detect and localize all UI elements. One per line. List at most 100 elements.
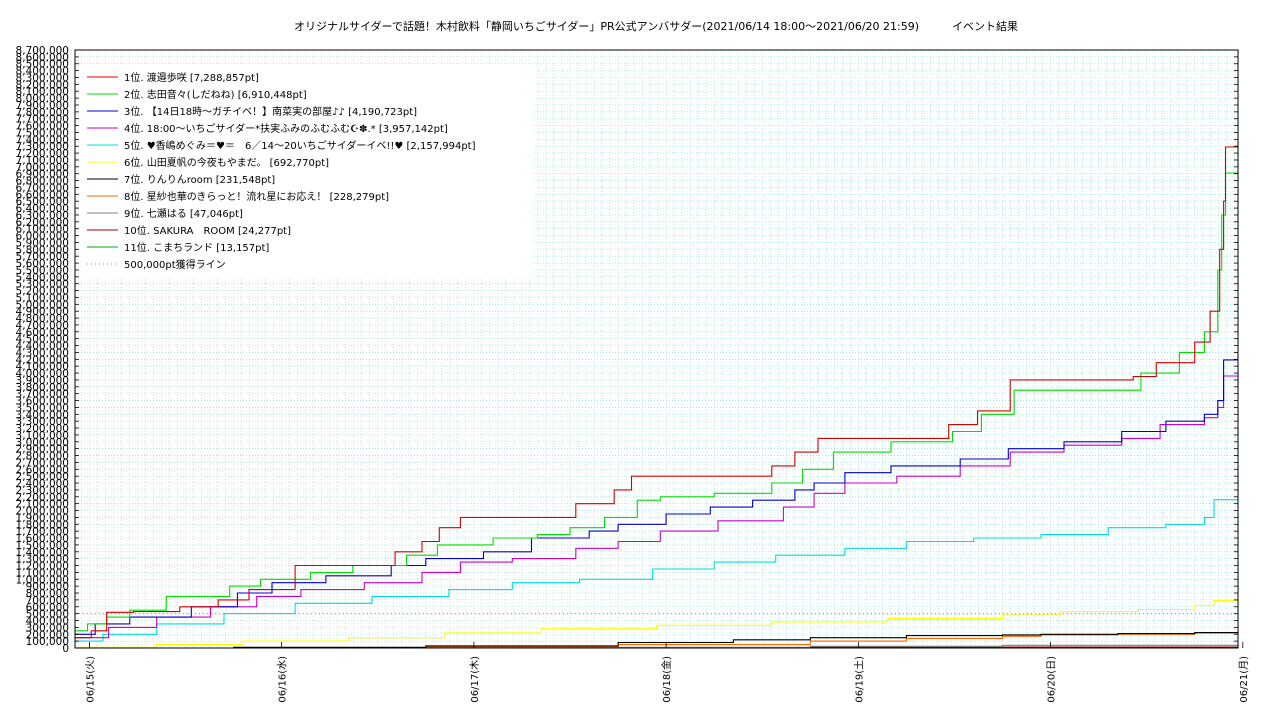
y-tick-label: 7,300,000 — [16, 141, 69, 153]
y-tick-label: 1,900,000 — [16, 512, 69, 524]
y-tick-label: 7,000,000 — [16, 162, 69, 174]
y-tick-label: 7,600,000 — [16, 121, 69, 133]
y-tick-label: 6,800,000 — [16, 176, 69, 188]
y-tick-label: 2,200,000 — [16, 492, 69, 504]
y-tick-label: 6,000,000 — [16, 231, 69, 243]
y-tick-label: 3,300,000 — [16, 416, 69, 428]
y-tick-label: 8,400,000 — [16, 66, 69, 78]
x-tick-label: 06/20(日) — [1047, 656, 1058, 703]
y-tick-label: 1,600,000 — [16, 533, 69, 545]
legend-label-12: 500,000pt獲得ライン — [124, 258, 226, 271]
y-tick-label: 2,400,000 — [16, 478, 69, 490]
y-tick-label: 7,800,000 — [16, 107, 69, 119]
series-line-7 — [75, 631, 1239, 649]
y-tick-label: 4,900,000 — [16, 306, 69, 318]
y-tick-label: 3,600,000 — [16, 396, 69, 408]
y-tick-label: 1,300,000 — [16, 554, 69, 566]
y-tick-label: 100,000 — [26, 636, 69, 648]
y-tick-label: 5,100,000 — [16, 292, 69, 304]
y-tick-label: 5,500,000 — [16, 265, 69, 277]
y-tick-label: 5,600,000 — [16, 258, 69, 270]
series-line-4 — [75, 375, 1238, 639]
plot-frame — [74, 49, 1239, 649]
y-tick-label: 7,500,000 — [16, 127, 69, 139]
y-tick-label: 2,700,000 — [16, 457, 69, 469]
legend-label-1: 1位. 渡邉歩咲 [7,288,857pt] — [124, 71, 259, 84]
y-tick-label: 8,200,000 — [16, 79, 69, 91]
x-tick-label: 06/15(火) — [84, 656, 96, 703]
y-tick-label: 1,500,000 — [16, 540, 69, 552]
x-tick-label: 06/17(木) — [469, 656, 481, 703]
series-line-2 — [75, 172, 1238, 632]
y-tick-label: 4,500,000 — [16, 334, 69, 346]
y-tick-label: 8,300,000 — [16, 72, 69, 84]
x-tick-label: 06/19(土) — [852, 656, 865, 703]
y-tick-label: 6,700,000 — [16, 182, 69, 194]
chart-title: オリジナルサイダーで話題！木村飲料「静岡いちごサイダー」PR公式アンバサダー(2… — [294, 19, 1018, 33]
legend-label-7: 7位. りんりんroom [231,548pt] — [124, 173, 275, 186]
y-tick-label: 1,700,000 — [16, 526, 69, 538]
y-tick-label: 5,000,000 — [16, 299, 69, 311]
y-tick-label: 500,000 — [26, 609, 69, 621]
legend-label-6: 6位. 山田夏帆の今夜もやまだ。 [692,770pt] — [124, 156, 329, 169]
y-tick-label: 5,400,000 — [16, 272, 69, 284]
y-tick-label: 1,100,000 — [16, 567, 69, 579]
y-tick-label: 700,000 — [26, 595, 69, 607]
y-tick-label: 4,100,000 — [16, 361, 69, 373]
y-tick-label: 1,800,000 — [16, 519, 69, 531]
series-line-5 — [75, 499, 1238, 642]
y-tick-label: 3,800,000 — [16, 382, 69, 394]
y-tick-label: 3,100,000 — [16, 430, 69, 442]
y-tick-label: 4,400,000 — [16, 341, 69, 353]
y-tick-label: 5,200,000 — [16, 286, 69, 298]
y-tick-label: 6,100,000 — [16, 224, 69, 236]
legend: 1位. 渡邉歩咲 [7,288,857pt] 2位. 志田音々(しだねね) [6,… — [80, 65, 532, 277]
y-tick-label: 1,200,000 — [16, 561, 69, 573]
legend-background — [80, 65, 532, 277]
y-tick-label: 8,100,000 — [16, 86, 69, 98]
y-tick-label: 7,100,000 — [16, 155, 69, 167]
y-tick-label: 3,200,000 — [16, 423, 69, 435]
legend-label-11: 11位. こまちランド [13,157pt] — [124, 241, 269, 254]
y-tick-label: 3,700,000 — [16, 389, 69, 401]
legend-label-4: 4位. 18:00〜いちごサイダー*扶実ふみのふむふむ☪✽.* [3,957,1… — [124, 122, 448, 135]
y-tick-label: 6,400,000 — [16, 203, 69, 215]
y-tick-label: 1,000,000 — [16, 574, 69, 586]
grid-layer — [75, 50, 1238, 648]
legend-label-3: 3位. 【14日18時〜ガチイベ！】南菜実の部屋♪♪ [4,190,723pt] — [124, 105, 417, 118]
y-tick-label: 2,300,000 — [16, 485, 69, 497]
y-tick-label: 4,000,000 — [16, 368, 69, 380]
x-tick-label: 06/16(水) — [277, 656, 289, 703]
y-tick-label: 2,000,000 — [16, 506, 69, 518]
y-tick-label: 5,700,000 — [16, 251, 69, 263]
y-tick-label: 2,900,000 — [16, 444, 69, 456]
y-tick-label: 7,400,000 — [16, 134, 69, 146]
y-tick-label: 4,700,000 — [16, 320, 69, 332]
y-tick-label: 4,800,000 — [16, 313, 69, 325]
y-tick-label: 8,600,000 — [16, 52, 69, 64]
y-tick-label: 2,600,000 — [16, 464, 69, 476]
series-line-1 — [75, 146, 1238, 639]
y-tick-label: 600,000 — [26, 602, 69, 614]
legend-label-9: 9位. 七瀬はる [47,046pt] — [124, 207, 243, 220]
y-tick-label: 7,700,000 — [16, 114, 69, 126]
y-tick-label: 8,000,000 — [16, 93, 69, 105]
y-tick-label: 5,900,000 — [16, 237, 69, 249]
y-tick-label: 2,500,000 — [16, 471, 69, 483]
series-line-6 — [75, 599, 1238, 648]
x-axis-ticks: 06/15(火) 06/16(水) 06/17(木) 06/18(金) 06/19(土)… — [84, 642, 1250, 703]
y-tick-label: 3,900,000 — [16, 375, 69, 387]
y-tick-label: 6,200,000 — [16, 217, 69, 229]
y-tick-label: 800,000 — [26, 588, 69, 600]
y-tick-label: 200,000 — [26, 629, 69, 641]
y-tick-label: 7,900,000 — [16, 100, 69, 112]
y-tick-label: 6,300,000 — [16, 210, 69, 222]
y-tick-label: 6,900,000 — [16, 169, 69, 181]
y-tick-label: 1,400,000 — [16, 547, 69, 559]
y-tick-label: 6,500,000 — [16, 196, 69, 208]
y-tick-label: 6,600,000 — [16, 189, 69, 201]
legend-label-5: 5位. ♥香嶋めぐみ＝♥＝ 6／14〜20いちごサイダーイベ!!♥ [2,157… — [124, 139, 476, 152]
legend-label-8: 8位. 星紗也華のきらっと！流れ星にお応え！ [228,279pt] — [124, 190, 389, 203]
y-tick-label: 300,000 — [26, 622, 69, 634]
y-tick-label: 3,500,000 — [16, 402, 69, 414]
